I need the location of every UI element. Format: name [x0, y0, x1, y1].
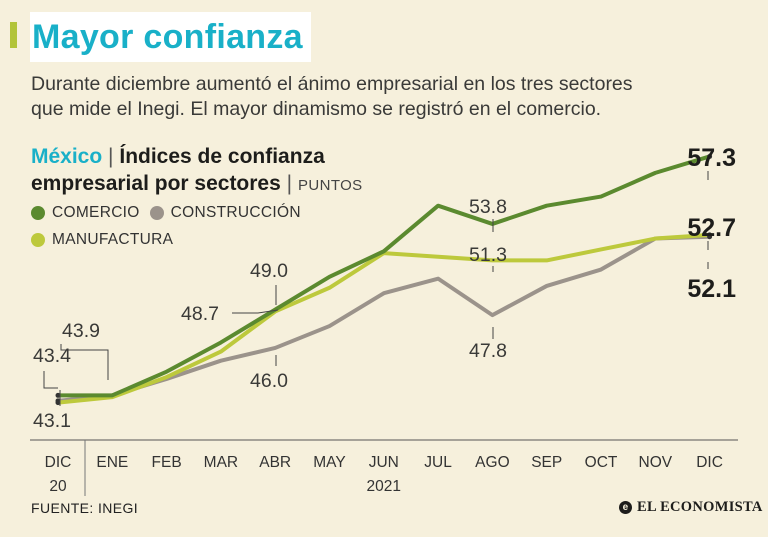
- chart-title-separator: |: [108, 145, 114, 168]
- data-point-marker-construccion: [707, 234, 713, 240]
- legend-dot-manufactura: [31, 232, 45, 247]
- x-tick-label: FEB: [152, 454, 182, 471]
- legend-item-manufactura: MANUFACTURA: [31, 231, 173, 249]
- annotation-label: 57.3: [687, 144, 736, 172]
- chart-title: México | Índices de confianza empresaria…: [31, 143, 363, 199]
- data-point-marker-comercio: [707, 153, 713, 159]
- annotation-label: 47.8: [469, 340, 507, 362]
- annotation-label: 53.8: [469, 196, 507, 218]
- annotation-label: 43.4: [33, 345, 71, 367]
- page-title: Mayor confianza: [30, 12, 311, 62]
- annotation-label: 46.0: [250, 370, 288, 392]
- chart-units-separator: |: [286, 172, 293, 195]
- x-tick-label: JUN: [369, 454, 399, 471]
- x-tick-label: DIC: [45, 454, 72, 471]
- x-tick-label: SEP: [531, 454, 562, 471]
- chart-legend: COMERCIO CONSTRUCCIÓN MANUFACTURA: [31, 199, 311, 253]
- publisher-logo: e EL ECONOMISTA: [619, 499, 763, 516]
- x-tick-label: ENE: [96, 454, 128, 471]
- legend-item-construccion: CONSTRUCCIÓN: [149, 203, 301, 222]
- chart-units: PUNTOS: [297, 177, 363, 194]
- legend-item-comercio: COMERCIO: [31, 204, 140, 222]
- legend-dot-construccion: [149, 205, 164, 220]
- series-line-comercio: [56, 154, 712, 398]
- legend-label-comercio: COMERCIO: [52, 203, 140, 221]
- subtitle-line-1: Durante diciembre aumentó el ánimo empre…: [31, 73, 633, 95]
- x-tick-label: JUL: [424, 454, 452, 471]
- x-tick-label: AGO: [475, 454, 509, 471]
- x-tick-label: NOV: [639, 454, 673, 471]
- annotation-label: 52.1: [687, 275, 736, 303]
- legend-dot-comercio: [31, 205, 45, 220]
- x-tick-label: ABR: [259, 454, 291, 471]
- x-year-label: 2021: [367, 478, 401, 495]
- data-point-marker-comercio: [55, 392, 61, 398]
- legend-label-construccion: CONSTRUCCIÓN: [170, 203, 301, 221]
- x-tick-label: MAY: [313, 454, 345, 471]
- x-tick-label: MAR: [204, 454, 238, 471]
- subtitle: Durante diciembre aumentó el ánimo empre…: [31, 72, 731, 122]
- annotation-label: 48.7: [181, 303, 219, 325]
- legend-label-manufactura: MANUFACTURA: [52, 230, 174, 248]
- subtitle-line-2: que mide el Inegi. El mayor dinamismo se…: [31, 98, 602, 120]
- title-accent-bar: [10, 22, 17, 48]
- annotation-leader-line: [60, 344, 109, 380]
- annotation-leader-line: [43, 371, 58, 389]
- annotation-leader-line: [232, 309, 279, 314]
- chart-title-line-2: empresarial por sectores: [31, 172, 281, 195]
- annotation-label: 43.1: [33, 410, 71, 432]
- x-year-label: 20: [49, 478, 67, 495]
- x-tick-label: OCT: [585, 454, 618, 471]
- logo-text: EL ECONOMISTA: [637, 499, 763, 515]
- logo-mark-icon: e: [619, 501, 632, 514]
- annotation-label: 49.0: [250, 260, 288, 282]
- annotation-label: 52.7: [687, 214, 736, 242]
- chart-country: México: [31, 145, 103, 168]
- data-point-marker-manufactura: [55, 400, 61, 406]
- annotation-label: 43.9: [62, 320, 100, 342]
- annotation-label: 51.3: [469, 244, 507, 266]
- x-tick-label: DIC: [696, 454, 723, 471]
- source-note: FUENTE: INEGI: [31, 500, 139, 516]
- chart-title-line-1: Índices de confianza: [119, 145, 325, 168]
